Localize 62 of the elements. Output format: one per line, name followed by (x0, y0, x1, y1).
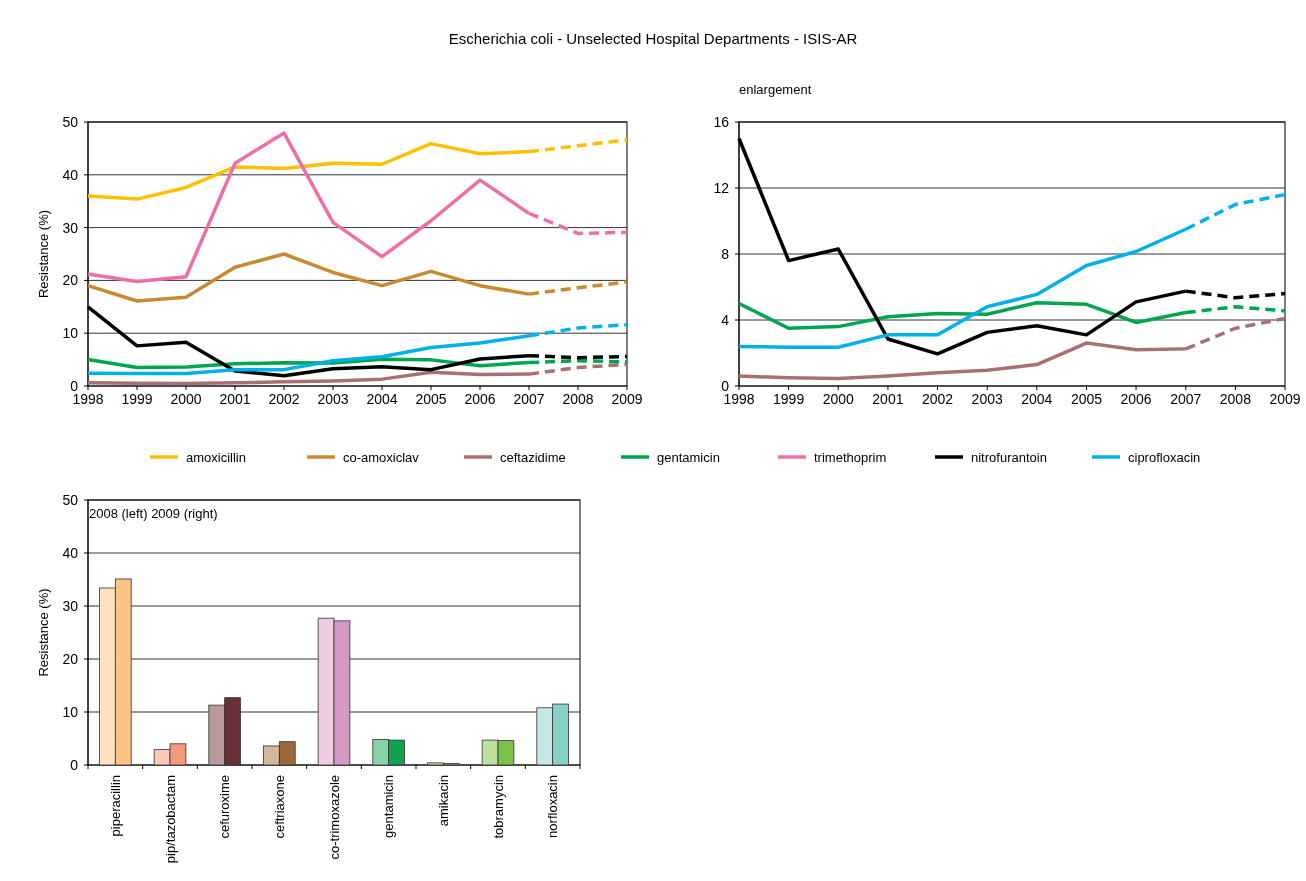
x-tick-label: 2002 (921, 391, 954, 407)
x-tick-label: 2005 (415, 391, 447, 407)
annotation: 2008 (left) 2009 (right) (89, 506, 218, 521)
y-axis-title: Resistance (%) (36, 588, 51, 677)
x-tick-label: 2000 (822, 391, 855, 407)
legend-label: nitrofurantoin (971, 449, 1047, 465)
x-tick-label: 1998 (723, 391, 755, 407)
y-tick-label: 20 (62, 650, 79, 667)
x-tick-label: cefuroxime (217, 775, 233, 839)
chart-title: Escherichia coli - Unselected Hospital Departments - ISIS-AR (448, 30, 858, 47)
x-tick-label: 2004 (366, 391, 398, 407)
legend-label: amoxicillin (186, 449, 246, 465)
y-tick-label: 30 (62, 597, 79, 614)
legend-label: trimethoprim (814, 449, 887, 465)
x-tick-label: 2009 (1269, 391, 1301, 407)
x-tick-label: amikacin (435, 775, 451, 827)
x-tick-label: 2006 (464, 391, 496, 407)
x-tick-label: 2003 (971, 391, 1003, 407)
y-tick-label: 4 (721, 311, 730, 328)
y-tick-label: 8 (721, 245, 730, 262)
y-tick-label: 20 (62, 272, 79, 289)
x-tick-label: 2001 (219, 391, 251, 407)
x-tick-label: 2005 (1070, 391, 1103, 407)
x-tick-label: 2007 (513, 391, 545, 407)
x-tick-label: 2008 (1219, 391, 1252, 407)
y-tick-label: 0 (721, 377, 730, 394)
y-tick-label: 16 (713, 113, 730, 130)
x-tick-label: pip/tazobactam (162, 775, 178, 864)
y-tick-label: 50 (62, 491, 79, 508)
y-tick-label: 12 (713, 179, 730, 196)
x-tick-label: ceftriaxone (271, 775, 287, 839)
x-tick-label: 1999 (773, 391, 805, 407)
x-tick-label: norfloxacin (545, 775, 561, 838)
chart-title: enlargement (739, 82, 812, 97)
x-tick-label: 2000 (170, 391, 202, 407)
x-tick-label: 1998 (72, 391, 104, 407)
x-tick-label: 2002 (268, 391, 300, 407)
y-tick-label: 30 (62, 219, 79, 236)
legend-label: ceftazidime (500, 449, 566, 465)
y-tick-label: 10 (62, 325, 79, 342)
x-tick-label: 2006 (1120, 391, 1152, 407)
y-axis-title: Resistance (%) (36, 209, 51, 299)
y-tick-label: 0 (70, 377, 79, 394)
x-tick-label: 2007 (1170, 391, 1202, 407)
y-tick-label: 0 (70, 756, 79, 773)
x-tick-label: gentamicin (381, 775, 397, 838)
x-tick-label: 1999 (121, 391, 153, 407)
x-tick-label: 2009 (611, 391, 643, 407)
y-tick-label: 40 (62, 544, 79, 561)
legend-label: co-amoxiclav (343, 449, 420, 465)
y-tick-label: 50 (62, 113, 79, 130)
y-tick-label: 40 (62, 166, 79, 183)
x-tick-label: 2003 (317, 391, 349, 407)
x-tick-label: piperacillin (107, 775, 123, 837)
x-tick-label: 2004 (1021, 391, 1053, 407)
legend-label: ciprofloxacin (1128, 449, 1201, 465)
x-tick-label: 2008 (562, 391, 594, 407)
x-tick-label: 2001 (872, 391, 904, 407)
x-tick-label: tobramycin (490, 775, 506, 839)
y-tick-label: 10 (62, 703, 79, 720)
x-tick-label: co-trimoxazole (326, 775, 342, 860)
legend-label: gentamicin (657, 449, 720, 465)
